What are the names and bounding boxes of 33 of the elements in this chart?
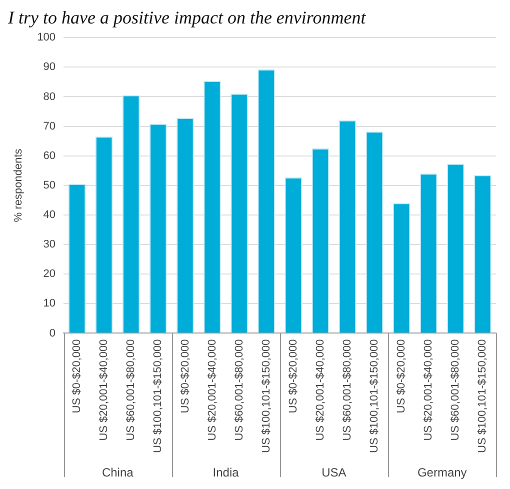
x-tick-label: US $0-$20,000	[396, 339, 408, 414]
x-tick-label: US $20,001-$40,000	[422, 339, 435, 441]
y-tick-label: 100	[37, 32, 56, 44]
y-tick-label: 60	[43, 150, 56, 162]
x-tick-label: US $0-$20,000	[287, 339, 300, 414]
y-axis-title: % respondents	[12, 148, 25, 222]
text: India	[212, 465, 240, 480]
x-tick-label: US $60,001-$80,000	[450, 339, 462, 441]
x-tick-label: US $60,001-$80,000	[125, 339, 138, 441]
x-tick-label: US $100,101-$150,000	[152, 339, 164, 454]
y-tick-label: 10	[43, 298, 56, 310]
y-tick-label: 80	[43, 90, 56, 103]
text: USA	[322, 465, 346, 480]
x-tick-label: US $20,001-$40,000	[98, 339, 110, 441]
x-tick-label: US $0-$20,000	[179, 339, 192, 414]
y-tick-label: 30	[43, 238, 56, 251]
x-tick-label: US $100,101-$150,000	[476, 339, 489, 454]
x-tick-label: US $100,101-$150,000	[368, 339, 381, 454]
x-tick-label: US $60,001-$80,000	[233, 339, 246, 441]
y-tick-label: 0	[49, 327, 56, 340]
y-tick-label: 20	[43, 268, 56, 280]
x-tick-label: US $100,101-$150,000	[260, 339, 272, 454]
y-tick-label: 50	[43, 179, 56, 192]
y-tick-label: 40	[43, 209, 56, 222]
x-tick-label: US $20,001-$40,000	[206, 339, 218, 441]
y-tick-label: 90	[43, 61, 56, 74]
text: China	[102, 465, 134, 480]
x-tick-label: US $20,001-$40,000	[314, 339, 326, 441]
x-tick-label: US $60,001-$80,000	[342, 339, 354, 441]
text: Germany	[417, 465, 467, 480]
y-tick-label: 70	[43, 120, 56, 132]
x-tick-label: US $0-$20,000	[71, 339, 84, 414]
chart-title: I try to have a positive impact on the environment	[7, 8, 367, 28]
